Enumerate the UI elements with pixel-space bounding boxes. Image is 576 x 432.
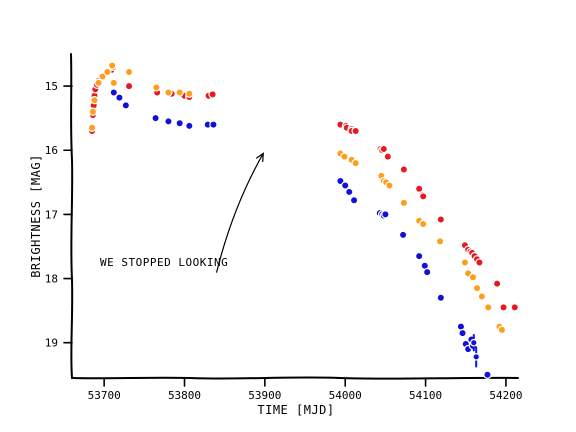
y-tick-label: 16	[45, 144, 58, 157]
x-axis-ticks: 53700 53800 53900 54000 54100 54200	[88, 377, 523, 402]
data-point	[185, 89, 194, 98]
data-point	[103, 67, 112, 77]
x-axis-title: TIME [MJD]	[257, 403, 334, 417]
data-point	[510, 303, 519, 312]
data-point	[436, 293, 446, 303]
data-point	[109, 78, 118, 88]
data-point	[414, 184, 424, 193]
data-point	[383, 152, 393, 161]
data-point	[399, 198, 409, 208]
series-1	[87, 61, 507, 335]
data-point	[121, 101, 131, 110]
data-point	[398, 230, 408, 240]
data-point	[470, 338, 478, 347]
data-point	[164, 117, 173, 126]
annotation-arrow	[216, 152, 264, 273]
series-0	[87, 62, 519, 312]
data-point	[483, 370, 492, 379]
data-point	[472, 283, 482, 293]
x-tick-label: 53800	[168, 389, 201, 402]
data-point	[88, 107, 98, 116]
data-point	[435, 237, 445, 246]
data-point	[124, 81, 134, 91]
data-point	[340, 152, 349, 161]
y-axis-ticks: 15 16 17 18 19	[45, 80, 73, 350]
y-axis-title: BRIGHTNESS [MAG]	[29, 154, 43, 278]
y-tick-label: 18	[45, 273, 58, 286]
data-point	[124, 67, 134, 77]
y-tick-label: 17	[45, 208, 58, 221]
data-point	[94, 78, 103, 88]
data-point	[399, 165, 409, 174]
data-point	[418, 192, 428, 201]
data-point	[422, 267, 432, 277]
data-point	[472, 353, 481, 361]
annotation: WE STOPPED LOOKING	[100, 152, 264, 273]
data-point	[458, 328, 467, 338]
y-axis-line	[70, 53, 74, 379]
data-point	[460, 258, 470, 267]
y-tick-label: 19	[45, 337, 58, 350]
data-point	[107, 61, 117, 70]
data-point	[349, 196, 359, 205]
series-2	[109, 88, 492, 379]
data-point	[90, 95, 99, 105]
data-point	[209, 120, 218, 129]
data-point	[436, 215, 446, 224]
data-point	[87, 123, 97, 132]
data-point	[152, 83, 161, 92]
data-point	[109, 88, 118, 97]
data-point	[468, 273, 478, 282]
data-point	[175, 119, 184, 128]
data-point	[351, 126, 360, 136]
data-point	[208, 90, 217, 99]
x-tick-label: 54100	[409, 389, 442, 402]
series-layer	[87, 61, 519, 379]
data-point	[115, 93, 124, 102]
data-point	[185, 121, 194, 131]
annotation-text: WE STOPPED LOOKING	[100, 256, 228, 269]
data-point	[492, 279, 502, 288]
data-point	[414, 251, 424, 261]
x-tick-label: 54000	[329, 389, 362, 402]
x-axis-line	[71, 376, 519, 380]
data-point	[175, 88, 184, 97]
data-point	[381, 210, 390, 219]
data-point	[475, 258, 484, 267]
y-tick-label: 15	[45, 80, 58, 93]
data-point	[385, 181, 394, 190]
data-point	[484, 303, 493, 312]
data-point	[341, 181, 350, 190]
data-point	[477, 292, 487, 301]
x-tick-label: 53900	[248, 389, 281, 402]
data-point	[351, 158, 360, 168]
data-point	[497, 325, 507, 335]
x-tick-label: 53700	[88, 389, 121, 402]
data-point	[499, 303, 508, 312]
data-point	[345, 187, 354, 197]
data-point	[379, 144, 388, 154]
plot-area	[70, 53, 519, 380]
annotation-arrowhead	[256, 152, 264, 163]
x-tick-label: 54200	[489, 389, 522, 402]
data-point	[151, 113, 160, 123]
data-point	[164, 88, 173, 97]
data-point	[418, 219, 428, 229]
